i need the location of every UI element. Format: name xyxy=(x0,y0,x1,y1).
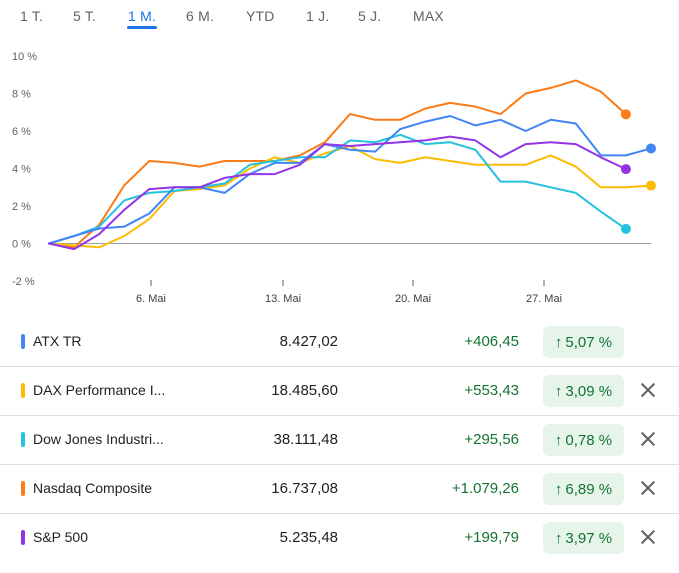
table-row-dow-jones[interactable]: Dow Jones Industri... 38.111,48 +295,56 … xyxy=(0,416,679,465)
instrument-name: Nasdaq Composite xyxy=(33,480,153,496)
table-row-dax[interactable]: DAX Performance I... 18.485,60 +553,43 ↑… xyxy=(0,367,679,416)
x-tick-label: 20. Mai xyxy=(395,293,431,305)
y-tick-label: 6 % xyxy=(12,126,31,138)
series-end-point xyxy=(646,180,656,191)
percent-change-badge: ↑ 3,97 % xyxy=(543,522,624,554)
y-tick-label: -2 % xyxy=(12,276,35,288)
close-icon[interactable] xyxy=(639,479,657,497)
comparison-table: ATX TR 8.427,02 +406,45 ↑ 5,07 % DAX Perf… xyxy=(0,318,679,563)
percent-change-value: 6,89 % xyxy=(565,480,613,498)
range-tabs: 1 T. 5 T. 1 M. 6 M. YTD 1 J. 5 J. MAX xyxy=(0,0,679,34)
close-icon[interactable] xyxy=(639,381,657,399)
y-tick-label: 4 % xyxy=(12,164,31,176)
up-arrow-icon: ↑ xyxy=(554,529,563,547)
instrument-price: 16.737,08 xyxy=(271,480,338,497)
x-tick-label: 27. Mai xyxy=(526,293,562,305)
series-color-swatch xyxy=(21,383,25,398)
price-change: +199,79 xyxy=(464,529,519,546)
instrument-price: 18.485,60 xyxy=(271,382,338,399)
tab-1d[interactable]: 1 T. xyxy=(20,8,44,24)
series-line xyxy=(48,79,627,249)
tab-max[interactable]: MAX xyxy=(413,8,444,24)
price-change: +1.079,26 xyxy=(451,480,519,497)
series-color-swatch xyxy=(21,481,25,496)
table-row-nasdaq[interactable]: Nasdaq Composite 16.737,08 +1.079,26 ↑ 6,… xyxy=(0,465,679,514)
series-end-point xyxy=(620,223,631,234)
series-line xyxy=(48,133,627,245)
x-tick-label: 6. Mai xyxy=(136,293,166,305)
instrument-name: ATX TR xyxy=(33,333,82,349)
price-change: +406,45 xyxy=(464,333,519,350)
instrument-name: Dow Jones Industri... xyxy=(33,431,164,447)
table-row-sp500[interactable]: S&P 500 5.235,48 +199,79 ↑ 3,97 % xyxy=(0,514,679,563)
price-change: +553,43 xyxy=(464,382,519,399)
tab-ytd[interactable]: YTD xyxy=(246,8,275,24)
instrument-price: 38.111,48 xyxy=(273,431,338,448)
series-color-swatch xyxy=(21,334,25,349)
percent-change-value: 5,07 % xyxy=(565,333,613,351)
series-end-point xyxy=(620,109,631,120)
tab-5d[interactable]: 5 T. xyxy=(73,8,97,24)
up-arrow-icon: ↑ xyxy=(554,431,563,449)
comparison-line-chart[interactable]: 10 % 8 % 6 % 4 % 2 % 0 % -2 % 6. Mai 13. Mai 20.… xyxy=(0,34,679,314)
price-change: +295,56 xyxy=(464,431,519,448)
x-tick-label: 13. Mai xyxy=(265,293,301,305)
instrument-name: S&P 500 xyxy=(33,529,89,545)
percent-change-value: 0,78 % xyxy=(565,431,613,449)
y-tick-label: 10 % xyxy=(12,51,37,63)
series-line xyxy=(48,135,627,251)
percent-change-badge: ↑ 0,78 % xyxy=(543,424,624,456)
series-color-swatch xyxy=(21,530,25,545)
tab-1m[interactable]: 1 M. xyxy=(126,8,158,29)
tab-1y[interactable]: 1 J. xyxy=(306,8,330,24)
instrument-price: 5.235,48 xyxy=(279,529,338,546)
tab-5y[interactable]: 5 J. xyxy=(358,8,382,24)
series-color-swatch xyxy=(21,432,25,447)
table-row-atx[interactable]: ATX TR 8.427,02 +406,45 ↑ 5,07 % xyxy=(0,318,679,367)
tab-6m[interactable]: 6 M. xyxy=(186,8,215,24)
up-arrow-icon: ↑ xyxy=(554,480,563,498)
y-tick-label: 8 % xyxy=(12,89,31,101)
series-end-point xyxy=(620,164,631,175)
y-tick-label: 2 % xyxy=(12,201,31,213)
up-arrow-icon: ↑ xyxy=(554,333,563,351)
series-line xyxy=(48,115,652,245)
up-arrow-icon: ↑ xyxy=(554,382,563,400)
close-icon[interactable] xyxy=(639,528,657,546)
instrument-name: DAX Performance I... xyxy=(33,382,166,398)
percent-change-badge: ↑ 6,89 % xyxy=(543,473,624,505)
close-icon[interactable] xyxy=(639,430,657,448)
y-tick-label: 0 % xyxy=(12,239,31,251)
instrument-price: 8.427,02 xyxy=(279,333,338,350)
percent-change-value: 3,97 % xyxy=(565,529,613,547)
percent-change-value: 3,09 % xyxy=(565,382,613,400)
series-end-point xyxy=(646,143,656,154)
percent-change-badge: ↑ 5,07 % xyxy=(543,326,624,358)
percent-change-badge: ↑ 3,09 % xyxy=(543,375,624,407)
